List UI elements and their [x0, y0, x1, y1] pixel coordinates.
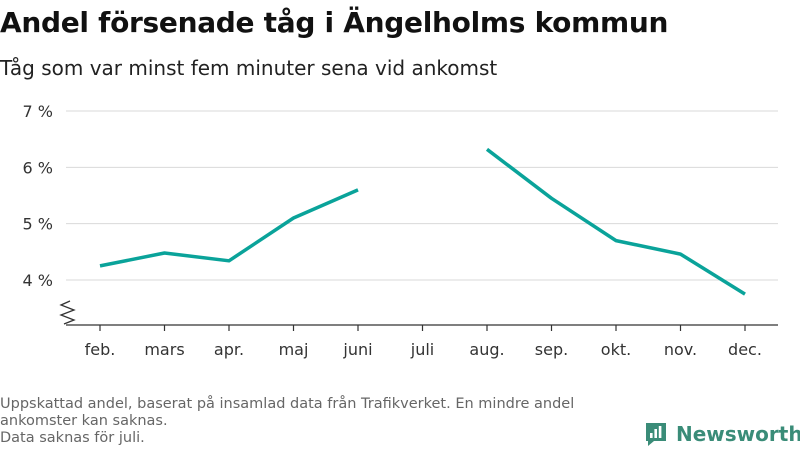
y-tick-label: 5 % [23, 215, 53, 234]
chart-title: Andel försenade tåg i Ängelholms kommun [0, 6, 669, 39]
brand-name: Newsworthy [676, 422, 800, 446]
series-lines [99, 147, 746, 296]
y-tick-label: 6 % [23, 158, 53, 177]
y-tick-label: 4 % [23, 271, 53, 290]
newsworthy-logo-icon [646, 423, 666, 446]
x-axis [59, 300, 778, 326]
footnote-source: Uppskattad andel, baserat på insamlad da… [0, 396, 575, 429]
x-tick-label: aug. [469, 340, 504, 359]
x-tick-label: apr. [214, 340, 244, 359]
x-tick-label: maj [279, 340, 309, 359]
x-axis-ticks: feb. mars apr. maj juni juli aug. sep. okt. nov. d… [85, 325, 762, 359]
series-line-segment [485, 147, 746, 296]
axis-break-icon [59, 300, 76, 325]
x-tick-label: sep. [535, 340, 568, 359]
y-tick-label: 7 % [23, 102, 53, 121]
x-tick-label: nov. [664, 340, 697, 359]
brand-logo: Newsworthy [644, 420, 800, 448]
chart-subtitle: Tåg som var minst fem minuter sena vid a… [0, 56, 498, 80]
x-tick-label: juni [342, 340, 372, 359]
series-line-segment [99, 188, 359, 268]
gridlines [66, 110, 778, 281]
footnote-missing-data: Data saknas för juli. [0, 430, 145, 446]
y-axis-ticks: 4 % 5 % 6 % 7 % [23, 102, 53, 290]
x-tick-label: mars [144, 340, 184, 359]
x-tick-label: okt. [601, 340, 631, 359]
footnote: Uppskattad andel, baserat på insamlad da… [0, 396, 640, 447]
x-tick-label: juli [410, 340, 434, 359]
x-tick-label: dec. [728, 340, 762, 359]
x-tick-label: feb. [85, 340, 116, 359]
